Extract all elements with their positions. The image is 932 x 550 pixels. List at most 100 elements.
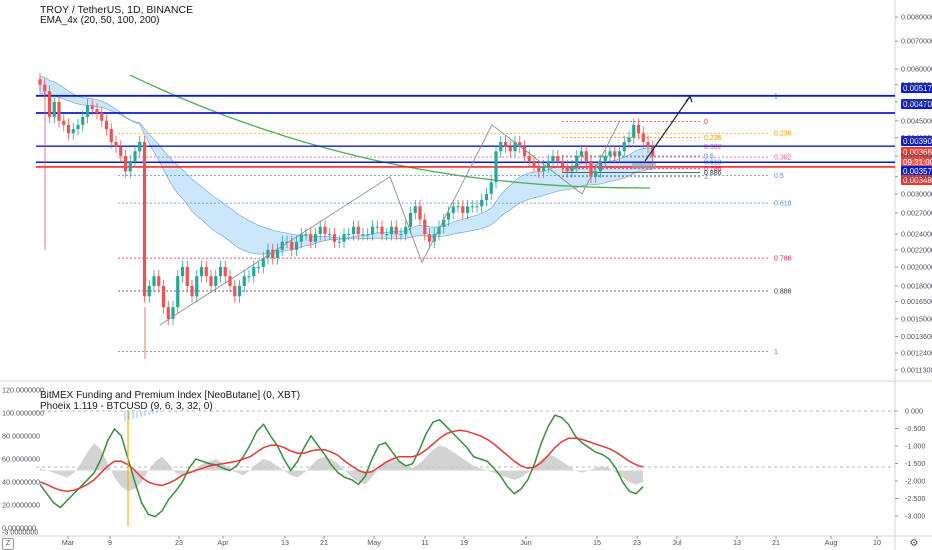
candle-body [613, 151, 617, 157]
candle-body [622, 142, 626, 152]
price-tick-label: 0.0020000 [901, 262, 932, 271]
time-tick-label: 21 [320, 538, 328, 547]
candle-body [480, 199, 484, 207]
candle-body [489, 182, 493, 194]
candle-body [532, 161, 536, 167]
candle-body [423, 219, 427, 235]
candle-body [408, 212, 413, 227]
phoeix-indicator-label: Phoeix 1.119 - BTCUSD (9, 6, 3, 32, 0) [40, 401, 213, 412]
candle-body [195, 276, 199, 297]
phoeix-fast-line [39, 414, 644, 518]
candle-body [247, 276, 251, 278]
candle-body [71, 129, 75, 134]
candle-body [442, 219, 446, 227]
candle-body [513, 142, 517, 152]
price-tick-label: 0.0055000 [901, 80, 932, 89]
time-tick-label: Jun [520, 538, 532, 547]
candle-body [261, 258, 265, 267]
price-tag-box [901, 166, 932, 176]
candle-body [589, 161, 593, 177]
funding-indicator-label: BitMEX Funding and Premium Index [NeoBut… [40, 390, 301, 401]
lower-right-tick-label: -2.000 [905, 477, 925, 486]
fib-label: 0.618 [774, 201, 792, 208]
candle-body [242, 276, 246, 286]
candle-body [446, 212, 451, 220]
candle-body [166, 307, 170, 319]
candle-body [133, 151, 137, 162]
candle-body [427, 234, 432, 242]
price-tag-box [901, 99, 932, 109]
candle-body [332, 234, 337, 242]
lower-left-tick-label: -3.0000000 [2, 528, 38, 537]
lower-left-tick-label: 40.0000000 [2, 478, 40, 487]
pattern-drawings [159, 95, 693, 326]
candle-body [342, 234, 346, 242]
price-tag-box [901, 147, 932, 157]
candle-body [437, 226, 441, 235]
candle-body [404, 226, 408, 235]
candle-body [185, 266, 189, 286]
lower-right-tick-label: 0.000 [905, 407, 923, 416]
price-tick-label: 0.0037000 [901, 152, 932, 161]
candle-body [475, 206, 479, 208]
candle-body [356, 226, 360, 235]
candle-body [119, 146, 123, 157]
time-tick-label: 23 [633, 538, 641, 547]
candle-body [470, 206, 474, 208]
time-tick-label: 11 [421, 538, 428, 547]
price-tag-box [901, 157, 932, 167]
candle-body [575, 156, 579, 167]
lower-right-tick-label: -1.000 [905, 442, 925, 451]
candle-body [152, 276, 156, 286]
candle-body [651, 146, 655, 157]
candle-body [157, 276, 161, 286]
candle-body [584, 151, 588, 162]
price-tick-label: 0.0033000 [901, 172, 932, 181]
price-tag-label: 0.0035754 [903, 167, 932, 176]
candle-body [290, 241, 294, 250]
candle-body [294, 241, 299, 250]
candle-body [204, 266, 208, 277]
time-axis[interactable]: Mar 9 23 Apr 13 21 May 11 19 Jun 15 23 Jul 13 21 Aug 10 [62, 536, 881, 547]
candle-body [114, 142, 118, 147]
candle-body [237, 285, 242, 297]
candle-body [508, 146, 512, 152]
phoeix-slow-line [39, 429, 644, 493]
candle-body [313, 234, 318, 242]
price-axis[interactable]: 0.00800000.00700000.00600000.00550000.00… [2, 13, 932, 537]
candle-body [499, 142, 503, 152]
candle-body [617, 151, 622, 157]
price-tag-box [901, 136, 932, 146]
price-tick-label: 0.0018000 [901, 281, 932, 290]
candle-body [632, 124, 636, 138]
candles [38, 73, 655, 360]
scale-toggle-icon[interactable]: Z [2, 538, 14, 550]
candle-body [142, 142, 147, 297]
time-tick-label: 10 [873, 538, 881, 547]
price-tick-label: 0.0027000 [901, 208, 932, 217]
time-tick-label: Apr [217, 538, 229, 547]
pattern-line [581, 120, 621, 195]
candle-body [380, 226, 384, 235]
candle-body [199, 266, 204, 277]
candle-body [565, 166, 569, 172]
price-tick-label: 0.0015000 [901, 314, 932, 323]
candle-body [537, 166, 541, 172]
candle-body [223, 266, 227, 277]
small-fib-label: 0.236 [704, 135, 722, 142]
candle-body [484, 193, 489, 200]
candle-body [95, 109, 99, 113]
candle-body [47, 91, 52, 117]
candle-body [171, 307, 175, 319]
gear-icon[interactable]: ⚙ [909, 538, 919, 549]
candle-body [646, 142, 650, 147]
candle-body [527, 156, 531, 162]
candle-body [323, 226, 327, 235]
pattern-line [159, 176, 391, 326]
candle-body [109, 129, 113, 143]
price-tag-label: 0.0034835 [903, 176, 932, 185]
lower-left-tick-label: 120.0000000 [2, 385, 44, 394]
time-tick-label: 15 [593, 538, 601, 547]
lower-left-tick-label: 60.0000000 [2, 455, 40, 464]
